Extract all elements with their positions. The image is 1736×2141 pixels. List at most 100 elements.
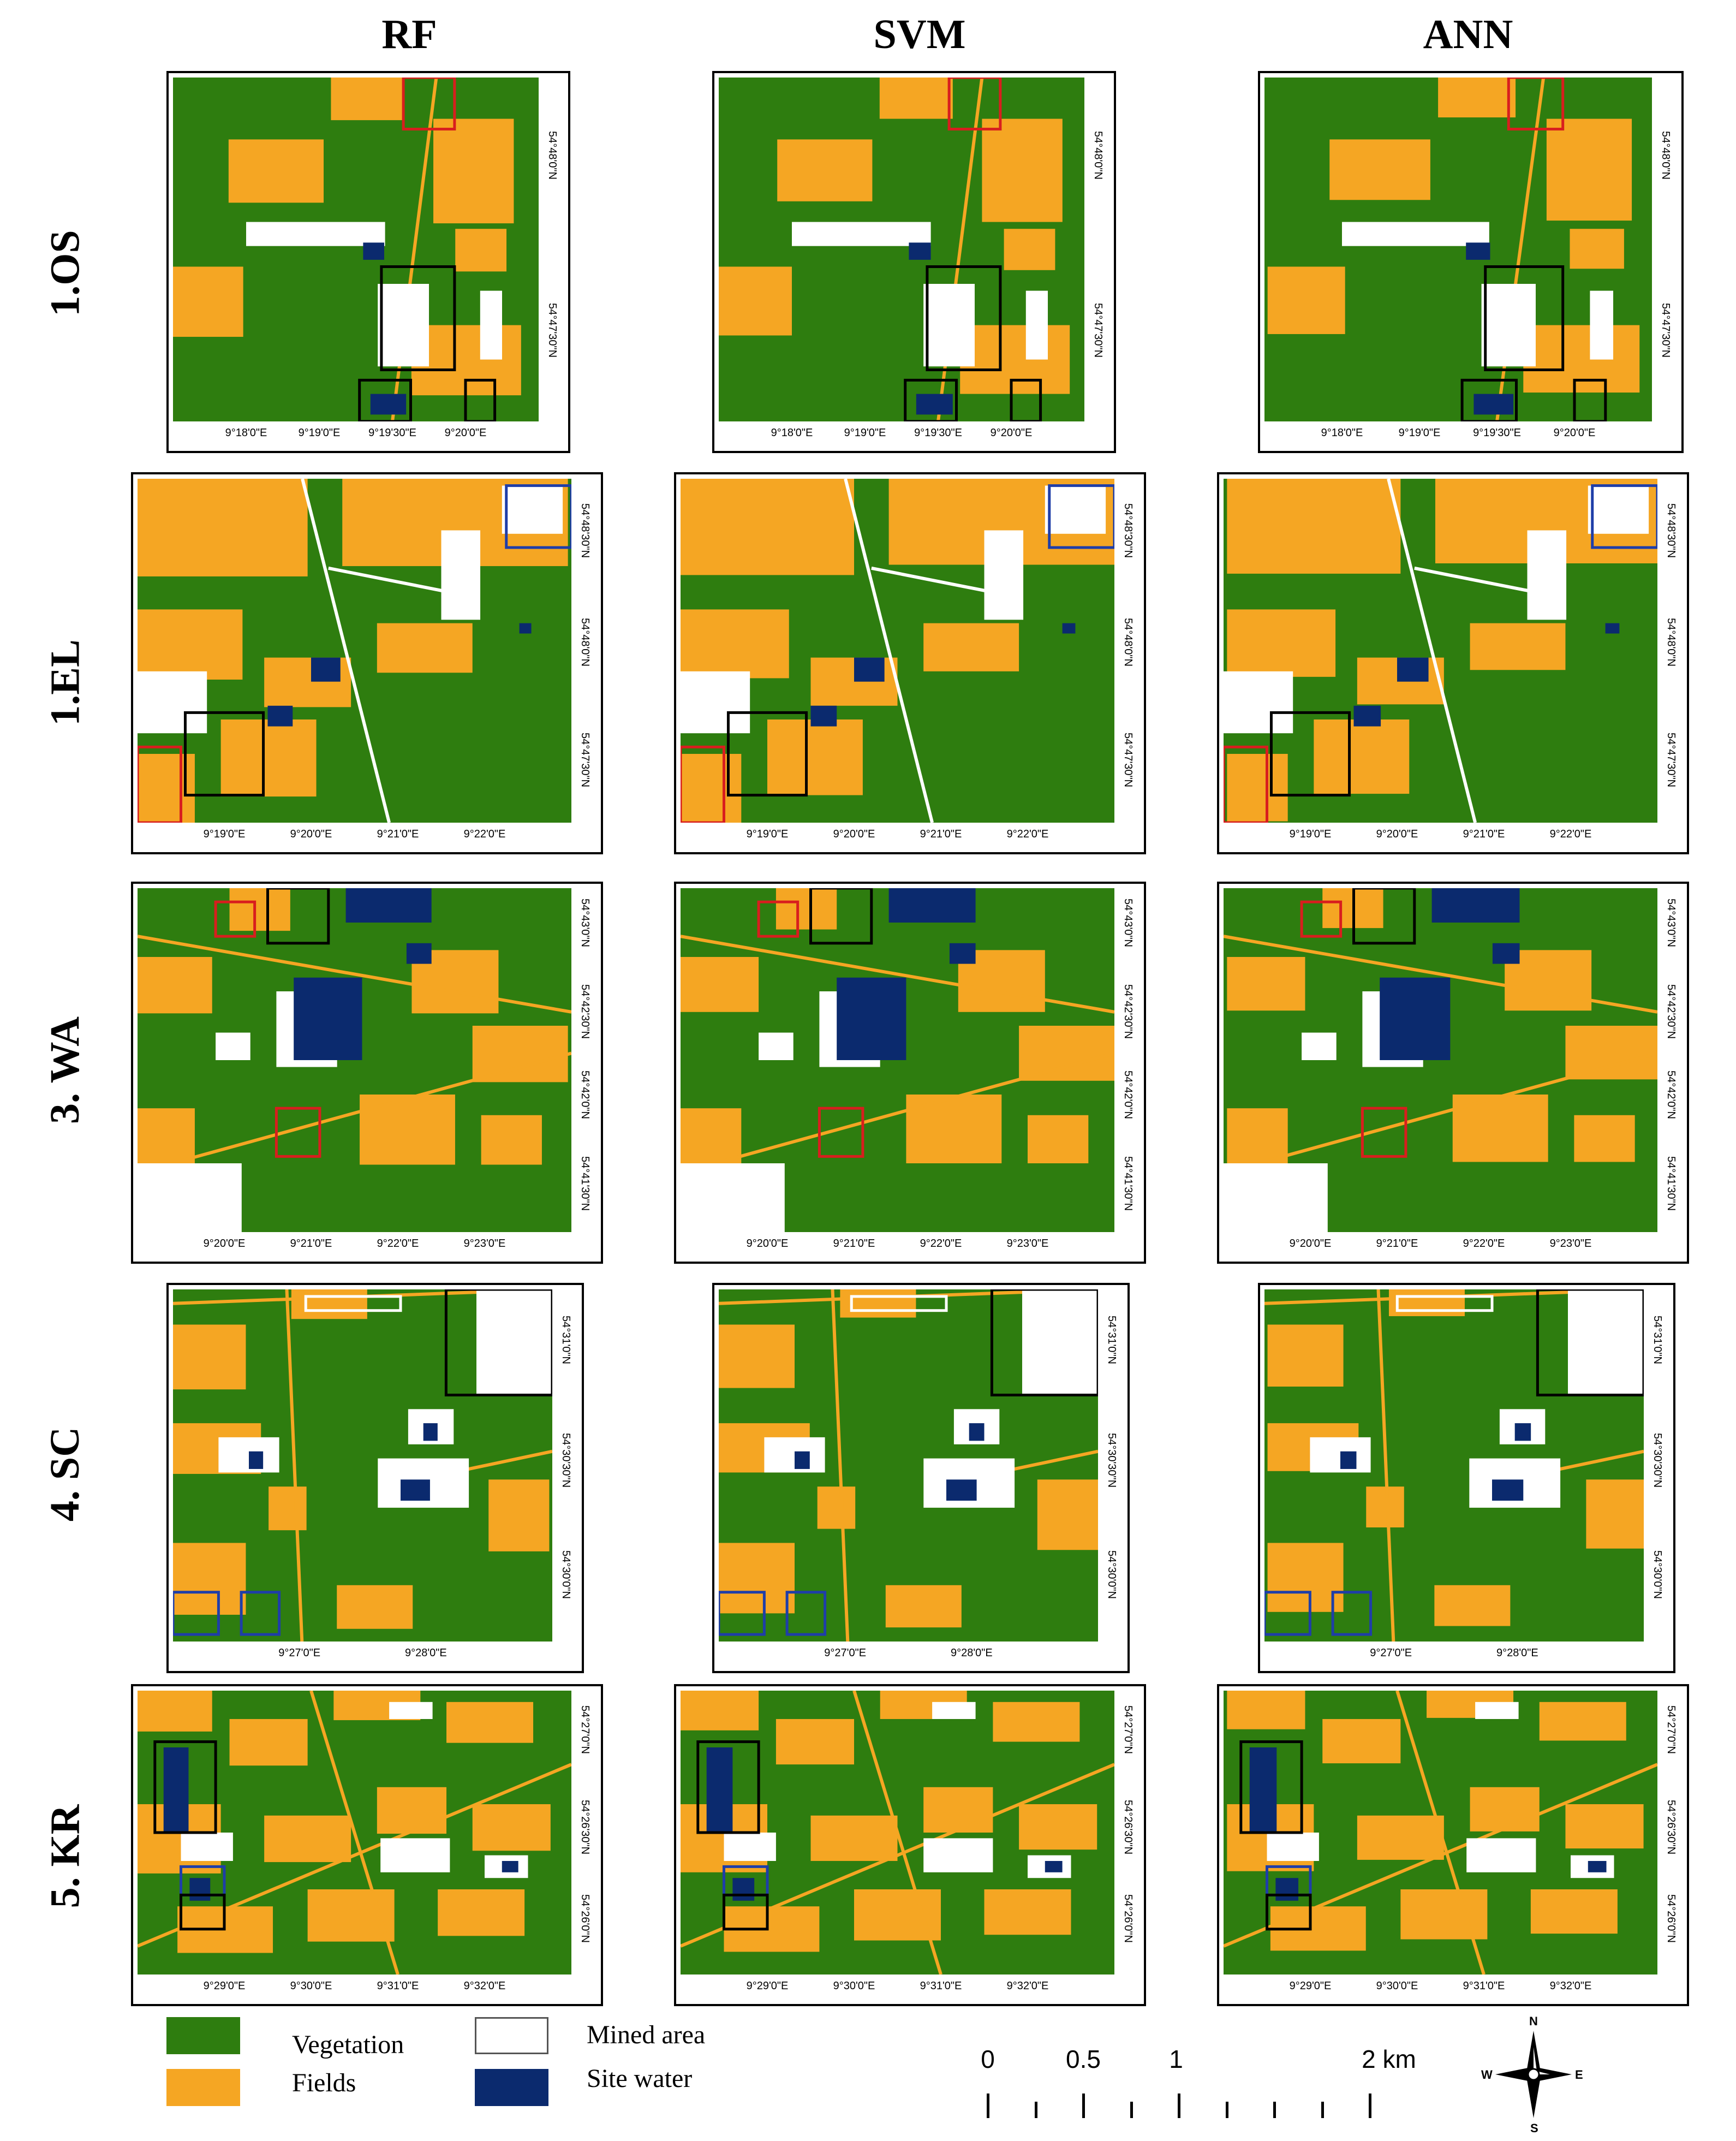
highlight-box <box>696 1740 760 1834</box>
fields-area <box>264 1815 351 1863</box>
legend-label-vegetation: Vegetation <box>292 2030 404 2059</box>
fields-area <box>1037 1479 1098 1550</box>
site-water <box>1397 657 1429 682</box>
linear-feature <box>714 1051 1114 1165</box>
site-water <box>837 977 906 1060</box>
fields-area <box>810 1815 898 1861</box>
site-water <box>1045 1861 1063 1872</box>
longitude-tick-label: 9°19'30"E <box>1473 427 1521 439</box>
latitude-tick-label: 54°30'30"N <box>1106 1432 1118 1488</box>
fields-area <box>446 1702 534 1743</box>
mined-area <box>1342 222 1489 246</box>
scale-label-0-5: 0.5 <box>1066 2045 1101 2073</box>
latitude-tick-label: 54°27'0"N <box>579 1705 591 1754</box>
fields-area <box>228 139 324 203</box>
linear-feature <box>309 1691 399 1975</box>
fields-area <box>481 1115 542 1165</box>
compass-e: E <box>1575 2068 1583 2081</box>
longitude-tick-label: 9°20'0"E <box>833 828 875 840</box>
longitude-tick-label: 9°29'0"E <box>203 1980 246 1992</box>
linear-feature <box>1257 1051 1657 1165</box>
fields-area <box>1586 1479 1644 1549</box>
longitude-tick-label: 9°20'0"E <box>290 828 332 840</box>
mined-area <box>984 530 1024 620</box>
fields-area <box>1028 1115 1089 1163</box>
highlight-box <box>505 484 571 549</box>
column-header-rf: RF <box>381 11 437 57</box>
latitude-tick-label: 54°26'30"N <box>1665 1800 1677 1855</box>
site-water <box>401 1479 430 1501</box>
highlight-box <box>1460 378 1518 421</box>
fields-area <box>960 325 1070 394</box>
row-label-sc: 4. SC <box>42 1426 88 1521</box>
fields-area <box>681 479 854 575</box>
site-water <box>854 657 885 682</box>
highlight-box <box>1264 1591 1311 1636</box>
latitude-tick-label: 54°30'30"N <box>1651 1432 1663 1488</box>
compass-s: S <box>1530 2121 1538 2135</box>
site-water <box>1492 1479 1524 1501</box>
site-water <box>345 888 432 923</box>
site-water <box>363 242 384 260</box>
mined-area <box>1022 1289 1098 1395</box>
mined-area <box>502 485 563 534</box>
highlight-box <box>1010 378 1042 421</box>
compass-rose-icon <box>1495 2031 1572 2118</box>
row-label-kr: 5. KR <box>42 1804 88 1908</box>
highlight-box <box>380 265 456 371</box>
classification-map <box>138 888 571 1232</box>
compass-n: N <box>1529 2014 1538 2028</box>
highlight-box <box>1536 1289 1644 1396</box>
fields-area <box>993 1702 1080 1742</box>
linear-feature <box>285 1289 304 1642</box>
highlight-box <box>904 378 958 421</box>
fields-area <box>138 609 243 680</box>
site-water <box>1473 394 1514 415</box>
classification-map <box>681 888 1114 1232</box>
linear-feature <box>1376 1289 1395 1642</box>
fields-area <box>1570 229 1624 269</box>
site-water <box>732 1878 755 1901</box>
linear-feature <box>844 479 934 823</box>
mined-area <box>380 1838 450 1872</box>
classification-map <box>719 78 1084 421</box>
linear-feature <box>171 1051 571 1165</box>
site-water <box>1275 1878 1299 1901</box>
latitude-tick-label: 54°26'0"N <box>1665 1894 1677 1943</box>
longitude-tick-label: 9°18'0"E <box>771 427 813 439</box>
legend-swatch-mined <box>475 2017 548 2054</box>
site-water <box>294 977 362 1060</box>
longitude-tick-label: 9°21'0"E <box>377 828 419 840</box>
fields-area <box>229 888 290 931</box>
map-panel-el-rf: 9°19'0"E 9°20'0"E 9°21'0"E 9°22'0"E 54°48'30… <box>131 472 603 854</box>
latitude-tick-label: 54°42'0"N <box>1122 1070 1134 1119</box>
latitude-tick-label: 54°43'0"N <box>1122 898 1134 947</box>
fields-area <box>1574 1115 1635 1162</box>
fields-area <box>775 1719 854 1765</box>
mined-area <box>1588 485 1649 534</box>
fields-area <box>337 1585 413 1629</box>
classification-map <box>173 78 539 421</box>
latitude-tick-label: 54°41'30"N <box>579 1156 591 1211</box>
map-panel-wa-ann: 9°20'0"E 9°21'0"E 9°22'0"E 9°23'0"E 54°43'0"… <box>1217 882 1689 1264</box>
site-water <box>406 943 432 964</box>
longitude-tick-label: 9°23'0"E <box>1549 1238 1592 1250</box>
linear-feature <box>1395 1691 1486 1975</box>
highlight-box <box>1591 484 1657 549</box>
site-water <box>1340 1451 1357 1469</box>
longitude-tick-label: 9°21'0"E <box>920 828 962 840</box>
longitude-tick-label: 9°19'0"E <box>203 828 246 840</box>
highlight-box <box>1239 1740 1303 1834</box>
highlight-box <box>1300 900 1343 938</box>
mined-area <box>441 530 481 620</box>
longitude-tick-label: 9°31'0"E <box>920 1980 962 1992</box>
linear-feature <box>1387 479 1477 823</box>
linear-feature <box>681 1763 1114 1948</box>
map-panel-os-svm: 9°18'0"E 9°19'0"E 9°19'30"E 9°20'0"E 54°48'0… <box>712 71 1116 453</box>
map-panel-el-ann: 9°19'0"E 9°20'0"E 9°21'0"E 9°22'0"E 54°48'30… <box>1217 472 1689 854</box>
fields-area <box>1314 719 1410 794</box>
scale-tick <box>1082 2094 1085 2118</box>
mined-area <box>378 284 429 367</box>
latitude-tick-label: 54°43'0"N <box>579 898 591 947</box>
map-panel-os-rf: 9°18'0"E 9°19'0"E 9°19'30"E 9°20'0"E 54°48'0… <box>166 71 570 453</box>
